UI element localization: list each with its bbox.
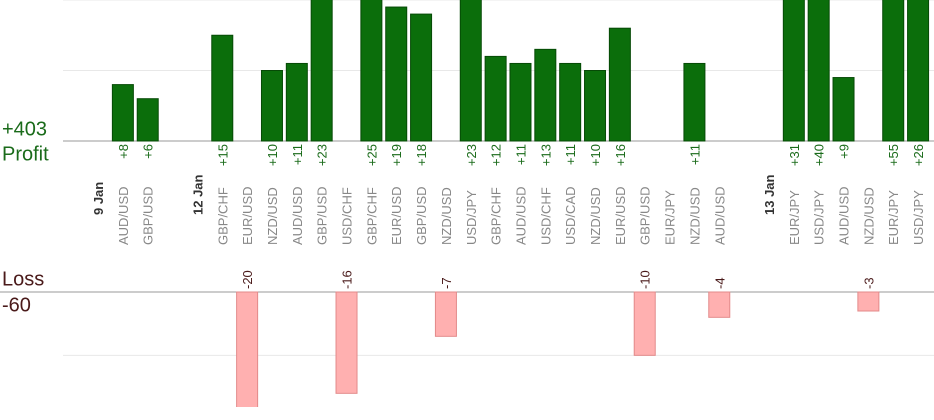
- value-label: +15: [215, 144, 230, 166]
- value-label: +19: [389, 144, 404, 166]
- x-tick-label: USD/JPY: [911, 190, 926, 245]
- date-label: 9 Jan: [91, 182, 106, 215]
- value-label: +9: [837, 144, 852, 159]
- bar: [459, 0, 482, 142]
- value-label: +26: [911, 144, 926, 166]
- x-tick-label: USD/JPY: [812, 190, 827, 245]
- value-label: +40: [812, 144, 827, 166]
- x-tick-label: NZD/USD: [588, 187, 603, 245]
- value-label: +18: [414, 144, 429, 166]
- bar: [285, 62, 308, 142]
- bar: [434, 291, 457, 337]
- value-label: +11: [563, 144, 578, 165]
- x-tick-label: AUD/USD: [116, 186, 131, 245]
- x-tick-label: AUD/USD: [712, 186, 727, 245]
- bar: [410, 13, 433, 142]
- bar: [310, 0, 333, 142]
- series-name: Profit: [2, 143, 49, 165]
- bar: [708, 291, 731, 318]
- x-tick-label: GBP/CHF: [364, 187, 379, 245]
- bar: [484, 55, 507, 142]
- x-tick-label: GBP/USD: [141, 186, 156, 245]
- x-tick-label: GBP/USD: [315, 186, 330, 245]
- bar: [608, 27, 631, 142]
- x-tick-label: EUR/JPY: [663, 190, 678, 245]
- bar: [136, 98, 159, 142]
- x-tick-label: AUD/USD: [513, 186, 528, 245]
- value-label: +11: [290, 144, 305, 165]
- bar: [882, 0, 905, 142]
- x-tick-label: GBP/USD: [414, 186, 429, 245]
- x-tick-label: NZD/USD: [687, 187, 702, 245]
- bar: [385, 6, 408, 142]
- bar: [832, 77, 855, 142]
- value-label: -16: [340, 270, 355, 289]
- bar: [559, 62, 582, 142]
- bar: [857, 291, 880, 312]
- value-label: +11: [687, 144, 702, 165]
- series-name: Loss: [2, 268, 44, 290]
- bar: [683, 62, 706, 142]
- bar: [335, 291, 358, 394]
- bar: [584, 70, 607, 142]
- x-tick-label: GBP/CHF: [215, 187, 230, 245]
- bar: [236, 291, 259, 407]
- value-label: -20: [240, 270, 255, 289]
- x-tick-label: EUR/USD: [613, 186, 628, 245]
- x-tick-label: AUD/USD: [290, 186, 305, 245]
- x-tick-label: NZD/USD: [265, 187, 280, 245]
- value-label: +13: [538, 144, 553, 166]
- value-label: +6: [141, 144, 156, 159]
- series-total: -60: [2, 294, 31, 316]
- series-total: +403: [2, 118, 47, 140]
- bar: [260, 70, 283, 142]
- value-label: +25: [364, 144, 379, 166]
- bar: [633, 291, 656, 356]
- bar: [807, 0, 830, 142]
- bar: [509, 62, 532, 142]
- x-tick-label: EUR/USD: [389, 186, 404, 245]
- x-tick-label: USD/CHF: [538, 187, 553, 245]
- x-tick-label: AUD/USD: [837, 186, 852, 245]
- value-label: +12: [489, 144, 504, 166]
- value-label: -3: [861, 277, 876, 289]
- value-label: +55: [886, 144, 901, 166]
- value-label: +11: [513, 144, 528, 165]
- bar: [111, 84, 134, 142]
- value-label: -10: [638, 270, 653, 289]
- x-tick-label: EUR/JPY: [787, 190, 802, 245]
- bar: [782, 0, 805, 142]
- x-tick-label: USD/CHF: [340, 187, 355, 245]
- bar: [907, 0, 930, 142]
- x-tick-label: EUR/USD: [240, 186, 255, 245]
- bar: [360, 0, 383, 142]
- value-label: +31: [787, 144, 802, 166]
- bar: [534, 48, 557, 142]
- value-label: -7: [439, 277, 454, 289]
- value-label: -4: [712, 277, 727, 289]
- x-tick-label: USD/CAD: [563, 186, 578, 245]
- x-tick-label: USD/JPY: [464, 190, 479, 245]
- value-label: +8: [116, 144, 131, 159]
- value-label: +23: [315, 144, 330, 166]
- x-tick-label: EUR/JPY: [886, 190, 901, 245]
- value-label: +10: [588, 144, 603, 166]
- x-tick-label: NZD/USD: [861, 187, 876, 245]
- x-tick-label: GBP/USD: [638, 186, 653, 245]
- x-tick-label: GBP/CHF: [489, 187, 504, 245]
- x-tick-label: NZD/USD: [439, 187, 454, 245]
- bar: [211, 34, 234, 142]
- date-label: 12 Jan: [190, 174, 205, 215]
- value-label: +16: [613, 144, 628, 166]
- date-label: 13 Jan: [762, 174, 777, 215]
- value-label: +10: [265, 144, 280, 166]
- value-label: +23: [464, 144, 479, 166]
